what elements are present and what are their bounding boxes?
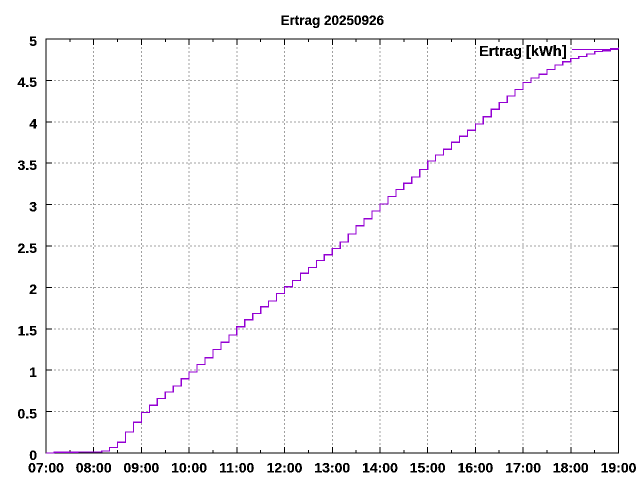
svg-text:15:00: 15:00 [410,459,446,475]
svg-text:Ertrag 20250926: Ertrag 20250926 [280,13,384,28]
svg-text:17:00: 17:00 [505,459,541,475]
svg-text:13:00: 13:00 [314,459,350,475]
svg-text:18:00: 18:00 [553,459,589,475]
svg-text:1.5: 1.5 [18,323,38,339]
svg-text:1: 1 [29,364,37,380]
svg-text:2: 2 [29,281,37,297]
svg-text:11:00: 11:00 [219,459,254,475]
svg-text:12:00: 12:00 [267,459,303,475]
svg-text:4.5: 4.5 [18,74,38,90]
svg-text:Ertrag [kWh]: Ertrag [kWh] [479,44,567,60]
svg-text:3.5: 3.5 [18,157,38,173]
svg-text:09:00: 09:00 [124,459,160,475]
svg-text:14:00: 14:00 [362,459,398,475]
svg-text:08:00: 08:00 [76,459,112,475]
svg-text:10:00: 10:00 [171,459,207,475]
svg-text:0.5: 0.5 [18,405,38,421]
svg-text:3: 3 [29,198,37,214]
svg-text:5: 5 [29,33,37,49]
svg-text:4: 4 [29,116,37,132]
svg-text:19:00: 19:00 [601,459,637,475]
svg-text:2.5: 2.5 [18,240,38,256]
svg-text:16:00: 16:00 [457,459,493,475]
svg-text:0: 0 [29,447,37,463]
